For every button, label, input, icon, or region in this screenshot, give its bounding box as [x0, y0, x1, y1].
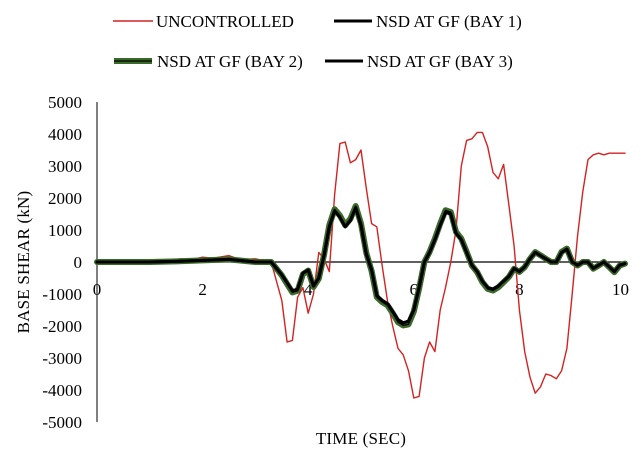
plot-area	[94, 131, 628, 399]
x-tick-labels: 0 2 4 6 8 10	[93, 280, 629, 299]
legend-label-bay3: NSD AT GF (BAY 3)	[367, 52, 513, 71]
x-tick-label: 10	[612, 280, 629, 299]
legend-label-bay2: NSD AT GF (BAY 2)	[157, 52, 303, 71]
y-tick-label: 3000	[48, 157, 82, 176]
x-tick-label: 2	[198, 280, 207, 299]
x-axis-title: TIME (SEC)	[316, 429, 406, 448]
series-line-nsd-at-gf-bay-3	[95, 206, 627, 325]
y-tick-label: 4000	[48, 125, 82, 144]
y-tick-label: 1000	[48, 221, 82, 240]
y-tick-label: -1000	[42, 285, 82, 304]
y-tick-label: -5000	[42, 413, 82, 432]
y-tick-label: -3000	[42, 349, 82, 368]
legend: UNCONTROLLED NSD AT GF (BAY 1) NSD AT GF…	[113, 12, 522, 71]
y-tick-label: 2000	[48, 189, 82, 208]
y-tick-labels: -5000 -4000 -3000 -2000 -1000 0 1000 2000 3000 40…	[42, 93, 82, 432]
legend-label-uncontrolled: UNCONTROLLED	[156, 12, 294, 31]
x-tick-label: 0	[93, 280, 102, 299]
x-tick-label: 4	[304, 280, 313, 299]
x-tick-label: 6	[410, 280, 419, 299]
y-tick-label: 5000	[48, 93, 82, 112]
series-line-uncontrolled	[96, 131, 626, 399]
x-tick-label: 8	[515, 280, 524, 299]
y-axis-title: BASE SHEAR (kN)	[14, 191, 33, 334]
legend-label-bay1: NSD AT GF (BAY 1)	[376, 12, 522, 31]
y-tick-label: 0	[74, 253, 83, 272]
y-tick-label: -2000	[42, 317, 82, 336]
y-tick-label: -4000	[42, 381, 82, 400]
